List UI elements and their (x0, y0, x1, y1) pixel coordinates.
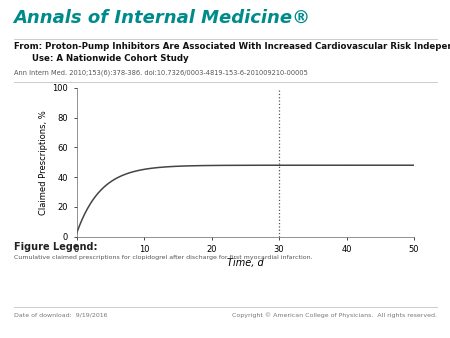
Text: Ann Intern Med. 2010;153(6):378-386. doi:10.7326/0003-4819-153-6-201009210-00005: Ann Intern Med. 2010;153(6):378-386. doi… (14, 69, 307, 76)
Text: Cumulative claimed prescriptions for clopidogrel after discharge for first myoca: Cumulative claimed prescriptions for clo… (14, 255, 312, 260)
Text: Use: A Nationwide Cohort Study: Use: A Nationwide Cohort Study (14, 54, 188, 63)
X-axis label: Time, d: Time, d (227, 258, 264, 268)
Text: From: Proton-Pump Inhibitors Are Associated With Increased Cardiovascular Risk I: From: Proton-Pump Inhibitors Are Associa… (14, 42, 450, 51)
Text: Copyright © American College of Physicians.  All rights reserved.: Copyright © American College of Physicia… (231, 313, 436, 318)
Text: Figure Legend:: Figure Legend: (14, 242, 97, 252)
Text: Annals of Internal Medicine®: Annals of Internal Medicine® (14, 8, 310, 26)
Y-axis label: Claimed Prescriptions, %: Claimed Prescriptions, % (39, 110, 48, 215)
Text: Date of download:  9/19/2016: Date of download: 9/19/2016 (14, 313, 107, 318)
